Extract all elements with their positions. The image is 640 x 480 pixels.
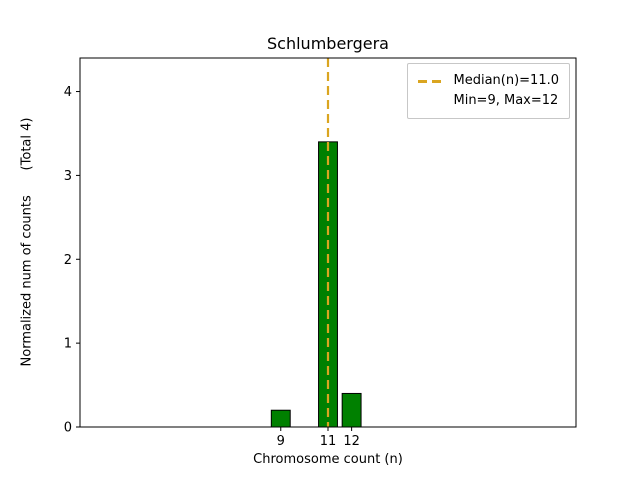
y-tick-label: 1 bbox=[64, 337, 72, 352]
legend-entry-median: Median(n)=11.0 bbox=[418, 71, 559, 91]
x-axis-label: Chromosome count (n) bbox=[253, 452, 403, 467]
bar bbox=[270, 409, 291, 428]
y-tick-label: 2 bbox=[64, 253, 72, 268]
y-tick-label: 4 bbox=[64, 85, 72, 100]
x-tick-label: 11 bbox=[320, 434, 337, 449]
legend: Median(n)=11.0 Min=9, Max=12 bbox=[407, 63, 570, 119]
y-tick-label: 0 bbox=[64, 421, 72, 436]
y-axis-label: Normalized num of counts (Total 4) bbox=[19, 117, 35, 367]
x-tick-label: 9 bbox=[277, 434, 285, 449]
y-tick-label: 3 bbox=[64, 169, 72, 184]
x-tick-label: 12 bbox=[343, 434, 360, 449]
legend-label-minmax: Min=9, Max=12 bbox=[453, 93, 559, 108]
legend-entry-minmax: Min=9, Max=12 bbox=[418, 91, 559, 111]
legend-spacer bbox=[418, 100, 445, 103]
chart-title: Schlumbergera bbox=[267, 34, 389, 53]
bar bbox=[341, 392, 362, 428]
median-line-sample bbox=[418, 79, 446, 83]
legend-label-median: Median(n)=11.0 bbox=[453, 73, 559, 88]
